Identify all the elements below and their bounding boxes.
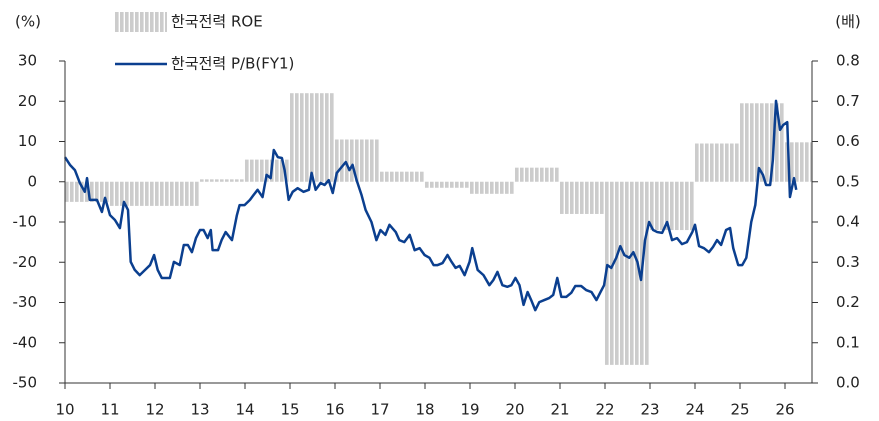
legend-label: 한국전력 ROE <box>171 13 263 31</box>
y-tick-label: 10 <box>18 132 37 150</box>
x-tick-label: 19 <box>460 401 479 419</box>
x-tick-label: 22 <box>595 401 614 419</box>
y2-tick-label: 0.1 <box>836 333 860 351</box>
bar <box>200 179 245 182</box>
y2-axis-unit: (배) <box>835 13 861 31</box>
x-tick-label: 20 <box>505 401 524 419</box>
y-tick-label: 20 <box>18 92 37 110</box>
x-tick-label: 12 <box>145 401 164 419</box>
y2-tick-label: 0.6 <box>836 132 860 150</box>
x-tick-label: 17 <box>370 401 389 419</box>
line <box>63 99 798 312</box>
x-tick-label: 23 <box>640 401 659 419</box>
y2-tick-label: 0.7 <box>836 92 860 110</box>
bar <box>470 181 515 194</box>
bar <box>695 143 740 182</box>
y-tick-label: -50 <box>13 374 38 392</box>
x-tick-label: 16 <box>325 401 344 419</box>
x-tick-label: 21 <box>550 401 569 419</box>
x-tick-label: 14 <box>235 401 254 419</box>
y-tick-label: -30 <box>13 293 38 311</box>
y2-tick-label: 0.2 <box>836 293 860 311</box>
y2-tick-label: 0.4 <box>836 213 860 231</box>
y-tick-label: -20 <box>13 253 38 271</box>
y-tick-label: -40 <box>13 333 38 351</box>
x-tick-label: 25 <box>730 401 749 419</box>
x-tick-label: 11 <box>100 401 119 419</box>
x-tick-label: 18 <box>415 401 434 419</box>
y2-tick-label: 0.3 <box>836 253 860 271</box>
legend-swatch <box>115 12 167 32</box>
x-tick-label: 26 <box>775 401 794 419</box>
bar <box>335 139 380 182</box>
x-tick-label: 15 <box>280 401 299 419</box>
bar <box>245 159 290 182</box>
x-tick-label: 10 <box>55 401 74 419</box>
bar <box>380 171 425 182</box>
bar <box>560 181 605 214</box>
y2-tick-label: 0.8 <box>836 52 860 70</box>
bar <box>110 181 155 206</box>
legend-label: 한국전력 P/B(FY1) <box>171 55 294 73</box>
bar <box>605 181 650 365</box>
bar <box>425 181 470 188</box>
bar <box>650 181 695 231</box>
bar <box>155 181 200 206</box>
y-tick-label: 0 <box>27 172 37 190</box>
x-tick-label: 24 <box>685 401 704 419</box>
x-tick-label: 13 <box>190 401 209 419</box>
y2-tick-label: 0.0 <box>836 374 860 392</box>
y2-tick-label: 0.5 <box>836 172 860 190</box>
y-tick-label: 30 <box>18 52 37 70</box>
y-axis-unit: (%) <box>15 13 41 31</box>
bar <box>290 93 335 182</box>
bar <box>515 167 560 182</box>
y-tick-label: -10 <box>13 213 38 231</box>
